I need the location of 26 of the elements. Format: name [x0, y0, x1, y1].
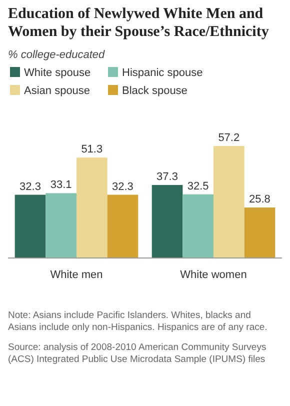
bar [107, 194, 138, 258]
bar [14, 194, 46, 258]
legend-label: Hispanic spouse [122, 67, 203, 79]
bar [182, 194, 214, 258]
data-label: 32.5 [187, 180, 209, 192]
data-label: 33.1 [50, 179, 72, 192]
chart-subtitle: % college-educated [8, 49, 106, 61]
data-label: 32.3 [20, 180, 41, 193]
legend-label: Asian spouse [24, 85, 90, 97]
source-note: Source: analysis of 2008-2010 American Community Surveys (ACS) Integrated Public Use Microdata Sample (IPUMS) files [8, 342, 266, 365]
chart-title: Education of Newlywed White Men and Women by their Spouse’s Race/Ethnicity [8, 6, 270, 40]
bar [244, 207, 276, 258]
data-label: 51.3 [81, 144, 103, 156]
bar [76, 158, 108, 258]
x-tick-label: White men [50, 269, 103, 281]
bar [152, 184, 183, 258]
data-label: 25.8 [249, 193, 270, 206]
x-tick-label: White women [180, 269, 247, 281]
data-label: 57.2 [218, 132, 240, 144]
data-label: 37.3 [156, 170, 178, 183]
text: Note: Asians include Pacific Islanders. Whites, blacks and Asians include only non-Hispanics. Hispanics are of any race. [8, 310, 268, 333]
legend-label: White spouse [24, 67, 91, 79]
bar [46, 193, 76, 258]
data-label: 32.3 [112, 180, 134, 193]
legend-label: Black spouse [122, 85, 188, 97]
bar [214, 146, 244, 258]
